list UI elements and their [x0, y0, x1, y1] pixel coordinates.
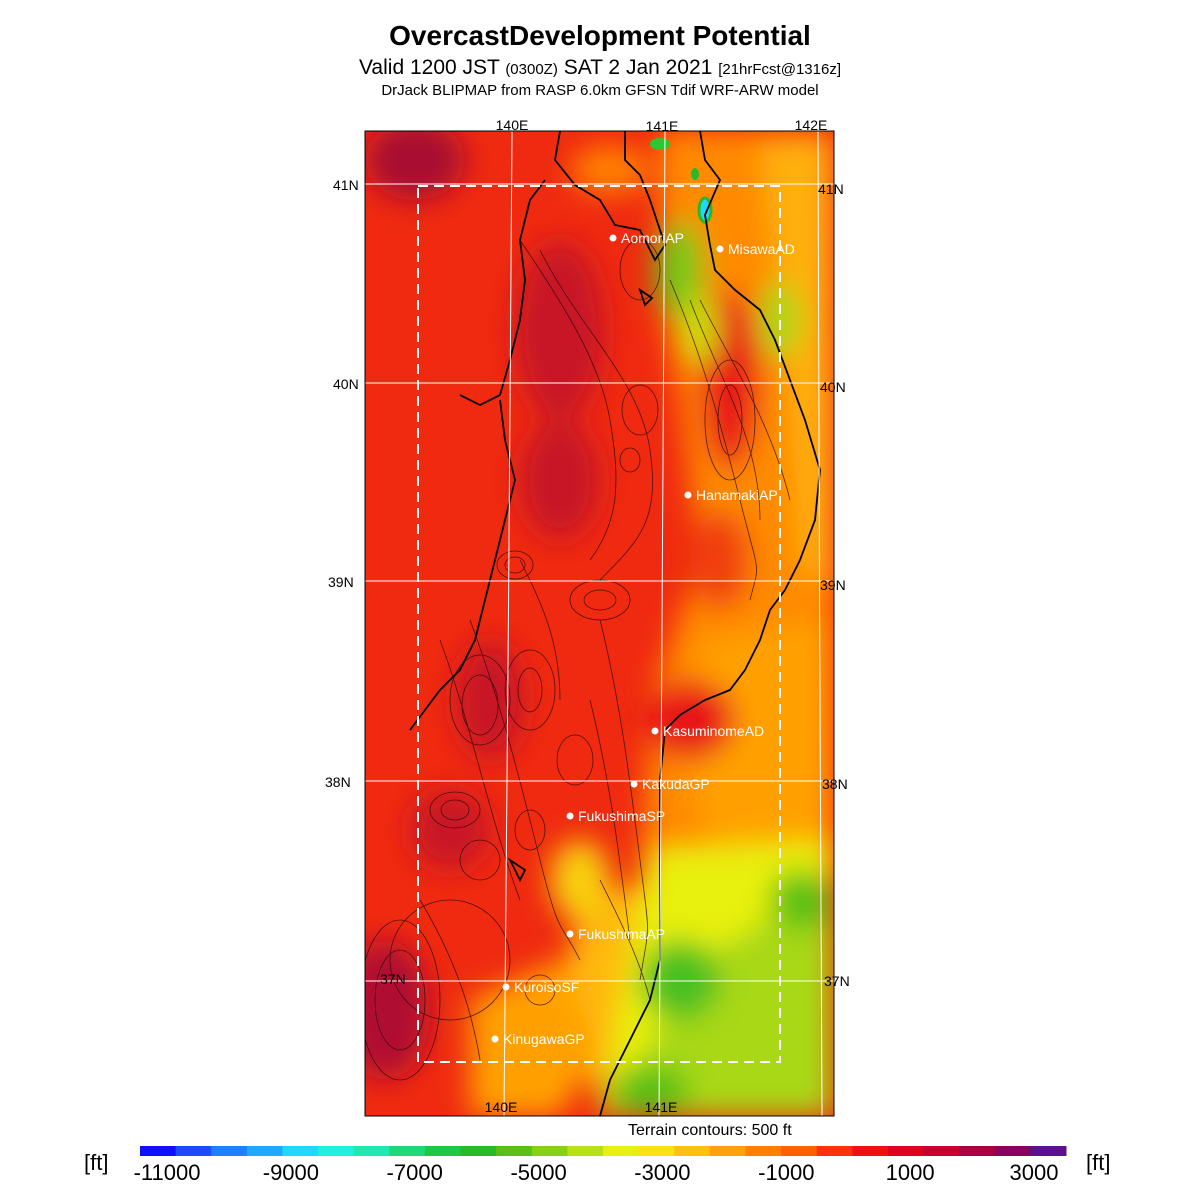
station-label: FukushimaAP	[578, 926, 665, 942]
utc-time: (0300Z)	[505, 61, 558, 78]
station-marker[interactable]: FukushimaAP	[566, 926, 666, 942]
lat-label-left: 39N	[328, 574, 354, 590]
station-label: MisawaAD	[728, 241, 795, 257]
lon-label-top: 142E	[795, 117, 828, 133]
map-title: OvercastDevelopment Potential	[389, 20, 811, 51]
lon-label-bottom: 140E	[485, 1099, 518, 1115]
stations: AomoriAP MisawaAD HanamakiAP KasuminomeA…	[491, 230, 795, 1047]
valid-time: Valid 1200 JST	[358, 56, 500, 79]
station-marker[interactable]: AomoriAP	[609, 230, 685, 246]
grid-labels: 140E 141E 142E 140E 141E 41N 40N 39N 38N…	[325, 117, 850, 1115]
station-label: KuroisoSF	[514, 979, 579, 995]
station-marker[interactable]: KasuminomeAD	[651, 723, 765, 739]
lat-label-right: 40N	[820, 379, 846, 395]
lat-lon-grid	[365, 131, 834, 1116]
lat-label-right: 39N	[820, 577, 846, 593]
domain-boundary	[417, 185, 781, 1063]
lat-label-left: 38N	[325, 774, 351, 790]
station-marker[interactable]: KakudaGP	[630, 776, 710, 792]
lat-label-right: 38N	[822, 776, 848, 792]
lat-label-right: 41N	[818, 181, 844, 197]
station-label: KinugawaGP	[503, 1031, 585, 1047]
station-label: FukushimaSP	[578, 808, 665, 824]
lat-label-right: 37N	[824, 973, 850, 989]
valid-time-line: Valid 1200 JST (0300Z) SAT 2 Jan 2021 [2…	[0, 56, 1200, 80]
station-label: AomoriAP	[621, 230, 684, 246]
lat-label-left: 40N	[333, 376, 359, 392]
lon-label-top: 140E	[496, 117, 529, 133]
station-marker[interactable]: HanamakiAP	[684, 487, 778, 503]
map-frame	[364, 130, 835, 1117]
lon-label-top: 141E	[646, 118, 679, 134]
forecast-info: [21hrFcst@1316z]	[718, 61, 841, 78]
color-field	[365, 131, 834, 1116]
terrain-contour-note: Terrain contours: 500 ft	[628, 1122, 792, 1139]
station-label: KasuminomeAD	[663, 723, 764, 739]
lat-label-left: 37N	[380, 971, 406, 987]
station-marker[interactable]: MisawaAD	[716, 241, 795, 257]
valid-date: SAT 2 Jan 2021	[563, 56, 713, 79]
station-marker[interactable]: KuroisoSF	[502, 979, 580, 995]
station-label: KakudaGP	[642, 776, 710, 792]
model-line: DrJack BLIPMAP from RASP 6.0km GFSN Tdif…	[381, 82, 819, 99]
terrain-contours	[365, 239, 791, 1081]
lat-label-left: 41N	[333, 177, 359, 193]
station-marker[interactable]: KinugawaGP	[491, 1031, 585, 1047]
station-label: HanamakiAP	[696, 487, 778, 503]
station-marker[interactable]: FukushimaSP	[566, 808, 666, 824]
lon-label-bottom: 141E	[645, 1099, 678, 1115]
